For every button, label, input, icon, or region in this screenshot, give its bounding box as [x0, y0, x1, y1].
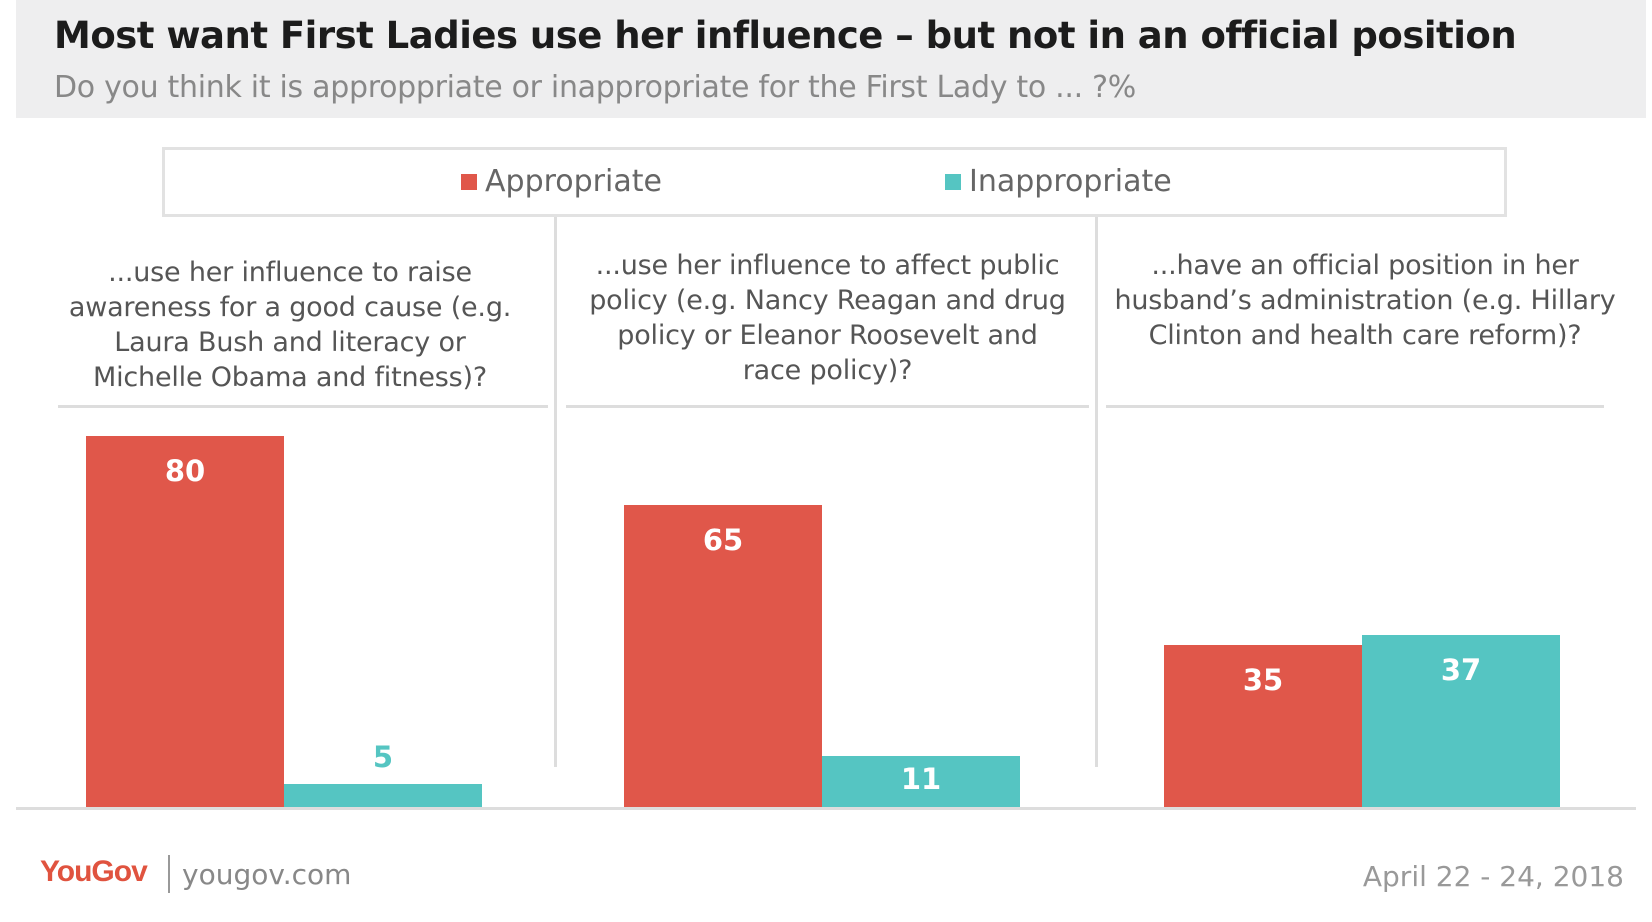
question-underline-3 — [1106, 405, 1604, 408]
data-label-inappropriate-1: 5 — [372, 739, 394, 774]
footer-url: yougov.com — [182, 858, 352, 891]
bar-appropriate-3 — [1164, 644, 1362, 807]
legend: Appropriate Inappropriate — [162, 147, 1507, 217]
question-1-line-1: ...use her influence to raise — [108, 257, 472, 288]
question-1: ...use her influence to raise awareness … — [40, 255, 540, 395]
legend-item-appropriate: Appropriate — [461, 164, 662, 199]
question-underline-1 — [58, 405, 548, 408]
chart-title: Most want First Ladies use her influence… — [54, 14, 1517, 57]
x-axis-baseline — [16, 807, 1636, 810]
question-3-line-1: ...have an official position in her — [1151, 250, 1579, 281]
question-3-line-3: Clinton and health care reform)? — [1148, 320, 1582, 351]
chart-subtitle: Do you think it is approppriate or inapp… — [54, 70, 1136, 105]
legend-label-inappropriate: Inappropriate — [969, 164, 1172, 199]
bar-inappropriate-2 — [822, 755, 1020, 807]
legend-swatch-inappropriate — [945, 173, 961, 190]
question-1-line-3: Laura Bush and literacy or — [114, 327, 466, 358]
question-1-line-4: Michelle Obama and fitness)? — [92, 362, 488, 393]
header-band: Most want First Ladies use her influence… — [16, 0, 1646, 118]
panel-divider-1 — [554, 217, 557, 767]
legend-label-appropriate: Appropriate — [485, 164, 662, 199]
data-label-appropriate-3: 35 — [1242, 662, 1284, 697]
question-2-line-3: policy or Eleanor Roosevelt and — [617, 320, 1038, 351]
data-label-appropriate-2: 65 — [702, 523, 744, 558]
data-label-inappropriate-2: 11 — [900, 761, 942, 796]
data-label-inappropriate-3: 37 — [1440, 653, 1482, 688]
footer-date: April 22 - 24, 2018 — [1362, 860, 1624, 893]
legend-swatch-appropriate — [461, 173, 477, 190]
bar-appropriate-1 — [86, 435, 284, 807]
data-label-appropriate-1: 80 — [164, 453, 206, 488]
yougov-logo: YouGov — [40, 855, 148, 888]
bar-inappropriate-3 — [1362, 635, 1560, 807]
question-2-line-4: race policy)? — [742, 355, 913, 386]
bar-appropriate-2 — [624, 505, 822, 807]
bar-inappropriate-1 — [284, 783, 482, 807]
panel-divider-2 — [1095, 217, 1098, 767]
question-2-line-1: ...use her influence to affect public — [595, 250, 1060, 281]
legend-item-inappropriate: Inappropriate — [945, 164, 1172, 199]
question-underline-2 — [566, 405, 1089, 408]
question-2-line-2: policy (e.g. Nancy Reagan and drug — [589, 285, 1066, 316]
question-2: ...use her influence to affect public po… — [565, 248, 1090, 388]
footer-separator — [168, 855, 170, 893]
question-3: ...have an official position in her husb… — [1100, 248, 1630, 353]
question-1-line-2: awareness for a good cause (e.g. — [68, 292, 512, 323]
question-3-line-2: husband’s administration (e.g. Hillary — [1114, 285, 1616, 316]
